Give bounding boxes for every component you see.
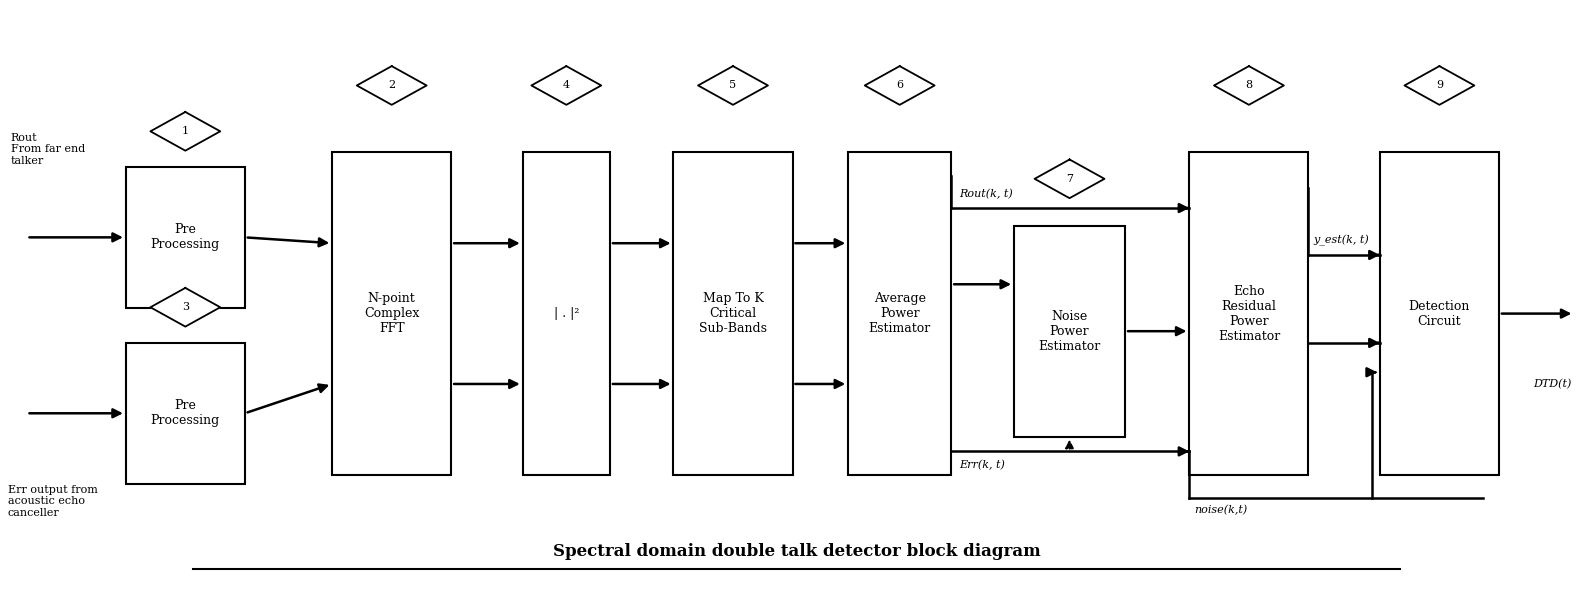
Bar xyxy=(847,152,951,475)
Polygon shape xyxy=(532,66,601,105)
Text: 4: 4 xyxy=(562,81,570,91)
Text: Pre
Processing: Pre Processing xyxy=(151,399,220,427)
Text: Detection
Circuit: Detection Circuit xyxy=(1408,300,1470,327)
Text: Average
Power
Estimator: Average Power Estimator xyxy=(868,292,930,335)
Text: Noise
Power
Estimator: Noise Power Estimator xyxy=(1039,310,1101,353)
Text: 6: 6 xyxy=(897,81,903,91)
Bar xyxy=(1380,152,1499,475)
Polygon shape xyxy=(698,66,768,105)
Bar xyxy=(1015,226,1125,437)
Polygon shape xyxy=(1405,66,1475,105)
Text: 9: 9 xyxy=(1435,81,1443,91)
Text: 3: 3 xyxy=(182,303,190,312)
Text: 2: 2 xyxy=(389,81,395,91)
Text: 1: 1 xyxy=(182,126,190,136)
Text: 7: 7 xyxy=(1066,174,1074,184)
Text: Echo
Residual
Power
Estimator: Echo Residual Power Estimator xyxy=(1217,285,1281,343)
Text: noise(k,t): noise(k,t) xyxy=(1195,506,1247,516)
Polygon shape xyxy=(1034,159,1104,198)
Polygon shape xyxy=(1214,66,1284,105)
Bar xyxy=(126,343,245,484)
Bar xyxy=(1190,152,1308,475)
Bar xyxy=(523,152,610,475)
Polygon shape xyxy=(150,288,220,327)
Polygon shape xyxy=(865,66,935,105)
Text: Rout
From far end
talker: Rout From far end talker xyxy=(11,133,84,166)
Text: DTD(t): DTD(t) xyxy=(1532,379,1571,389)
Bar xyxy=(333,152,451,475)
Bar xyxy=(126,167,245,308)
Text: Spectral domain double talk detector block diagram: Spectral domain double talk detector blo… xyxy=(553,543,1040,559)
Text: N-point
Complex
FFT: N-point Complex FFT xyxy=(365,292,419,335)
Text: Err output from
acoustic echo
canceller: Err output from acoustic echo canceller xyxy=(8,485,97,518)
Text: y_est(k, t): y_est(k, t) xyxy=(1313,235,1368,246)
Text: Pre
Processing: Pre Processing xyxy=(151,223,220,252)
Text: Rout(k, t): Rout(k, t) xyxy=(959,189,1013,200)
Text: 8: 8 xyxy=(1246,81,1252,91)
Text: Map To K
Critical
Sub-Bands: Map To K Critical Sub-Bands xyxy=(699,292,766,335)
Polygon shape xyxy=(150,112,220,151)
Text: | . |²: | . |² xyxy=(554,307,578,320)
Polygon shape xyxy=(357,66,427,105)
Text: 5: 5 xyxy=(730,81,736,91)
Text: Err(k, t): Err(k, t) xyxy=(959,460,1005,471)
Bar xyxy=(674,152,793,475)
